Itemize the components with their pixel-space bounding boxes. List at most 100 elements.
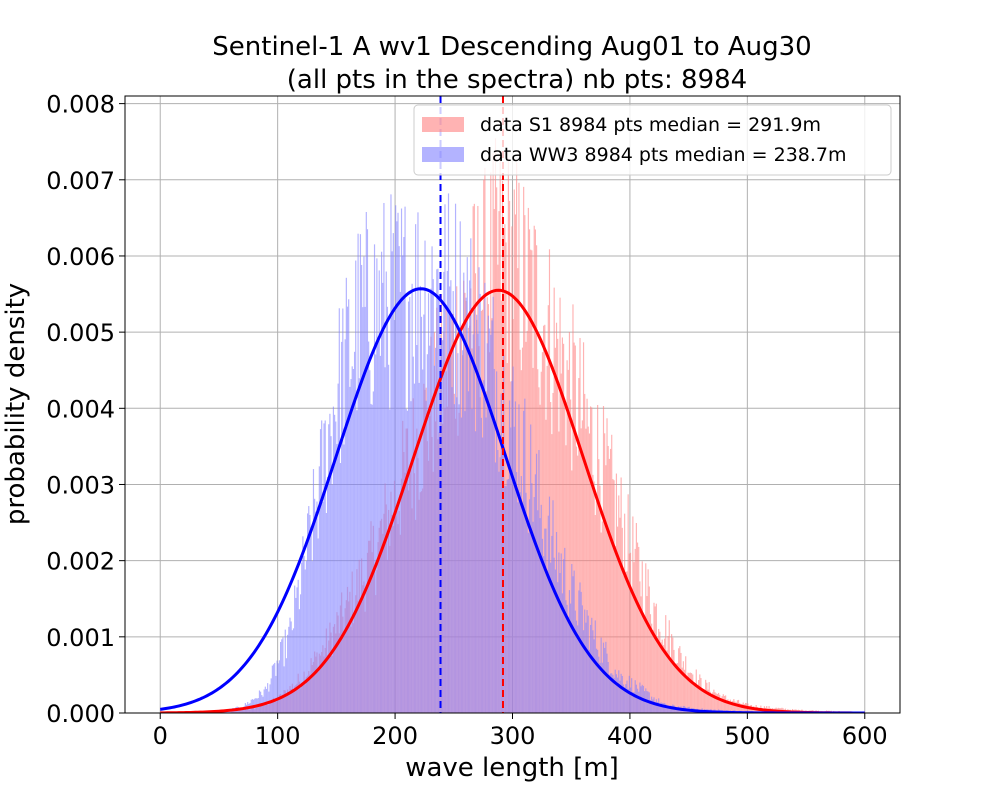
histogram-bar: [562, 343, 565, 713]
histogram-bar: [661, 702, 663, 713]
histogram-bar: [311, 561, 313, 713]
histogram-bar: [260, 691, 262, 713]
histogram-bar: [645, 563, 647, 713]
chart-title-line1: Sentinel-1 A wv1 Descending Aug01 to Aug…: [212, 32, 811, 62]
histogram-bar: [606, 418, 608, 713]
histogram-bar: [574, 345, 576, 713]
histogram-bar: [615, 674, 618, 713]
histogram-bar: [683, 669, 686, 713]
histogram-bar: [640, 596, 642, 713]
histogram-bar: [608, 674, 610, 713]
histogram-bar: [699, 674, 701, 713]
histogram-bar: [634, 548, 636, 713]
histogram-bar: [456, 397, 458, 713]
histogram-bar: [615, 473, 618, 713]
histogram-bar: [573, 342, 575, 713]
histogram-bar: [517, 502, 519, 713]
histogram-bar: [624, 513, 626, 713]
histogram-bar: [498, 471, 500, 713]
histogram-bar: [584, 609, 586, 713]
histogram-bar: [361, 264, 363, 713]
histogram-bar: [534, 229, 536, 713]
histogram-bar: [406, 410, 408, 713]
histogram-bar: [554, 569, 556, 713]
histogram-bar: [548, 496, 551, 713]
histogram-bar: [478, 267, 480, 713]
histogram-bar: [573, 570, 575, 713]
histogram-bar: [607, 662, 609, 713]
histogram-bar: [649, 700, 652, 713]
histogram-bar: [706, 682, 708, 713]
histogram-bar: [689, 672, 691, 713]
histogram-bar: [416, 345, 418, 713]
histogram-bar: [598, 656, 600, 713]
histogram-bar: [546, 365, 548, 713]
histogram-bar: [590, 624, 592, 713]
histogram-bar: [422, 369, 424, 713]
histogram-bar: [296, 587, 298, 713]
histogram-bar: [617, 677, 619, 713]
histogram-bar: [651, 623, 653, 713]
histogram-bar: [636, 688, 639, 713]
histogram-bar: [586, 398, 588, 713]
histogram-bar: [339, 463, 342, 713]
histogram-bar: [462, 350, 464, 713]
histogram-bar: [288, 626, 290, 713]
x-tick-label: 400: [607, 722, 653, 750]
histogram-bar: [660, 642, 662, 713]
histogram-bar: [510, 427, 512, 713]
histogram-bar: [513, 426, 515, 713]
histogram-bar: [473, 309, 475, 713]
histogram-bar: [644, 691, 646, 713]
histogram-bar: [560, 553, 562, 713]
legend-label-s1: data S1 8984 pts median = 291.9m: [480, 114, 821, 136]
histogram-bar: [580, 591, 582, 713]
histogram-bar: [588, 649, 590, 713]
histogram-bar: [388, 364, 390, 713]
histogram-bar: [283, 666, 285, 713]
histogram-bar: [291, 630, 293, 713]
histogram-bar: [543, 556, 545, 713]
histogram-bar: [389, 409, 391, 713]
histogram-bar: [383, 202, 385, 713]
histogram-bar: [740, 703, 742, 713]
histogram-bar: [446, 270, 448, 713]
histogram-bar: [348, 299, 350, 713]
histogram-bar: [646, 596, 648, 713]
histogram-bar: [270, 678, 272, 713]
histogram-bars: [218, 138, 865, 713]
histogram-bar: [305, 561, 308, 713]
histogram-bar: [673, 649, 675, 713]
histogram-bar: [505, 242, 507, 713]
histogram-bar: [335, 421, 337, 713]
histogram-bar: [723, 695, 726, 713]
histogram-bar: [447, 193, 450, 713]
histogram-bar: [276, 660, 278, 713]
histogram-bar: [659, 704, 661, 713]
histogram-bar: [621, 527, 623, 713]
histogram-bar: [585, 622, 587, 713]
x-axis-ticks: 0 100 200 300 400 500 600: [153, 713, 888, 750]
histogram-bar: [275, 675, 277, 713]
histogram-bar: [533, 497, 535, 713]
histogram-bar: [464, 411, 466, 713]
histogram-bar: [242, 707, 244, 713]
histogram-bar: [274, 662, 276, 713]
histogram-bar: [357, 233, 359, 713]
histogram-bar: [540, 504, 542, 713]
histogram-bar: [326, 476, 329, 713]
histogram-bar: [628, 553, 630, 713]
histogram-bar: [668, 706, 670, 713]
legend-box: [413, 104, 892, 176]
histogram-bar: [430, 288, 432, 713]
histogram-bar: [504, 224, 506, 713]
histogram-bar: [703, 689, 706, 713]
histogram-bar: [364, 306, 366, 713]
histogram-bar: [289, 617, 291, 713]
histogram-bar: [566, 604, 568, 713]
histogram-bar: [329, 413, 331, 713]
histogram-bar: [572, 576, 574, 713]
histogram-bar: [593, 639, 595, 713]
histogram-bar: [301, 562, 303, 713]
histogram-bar: [470, 238, 472, 713]
